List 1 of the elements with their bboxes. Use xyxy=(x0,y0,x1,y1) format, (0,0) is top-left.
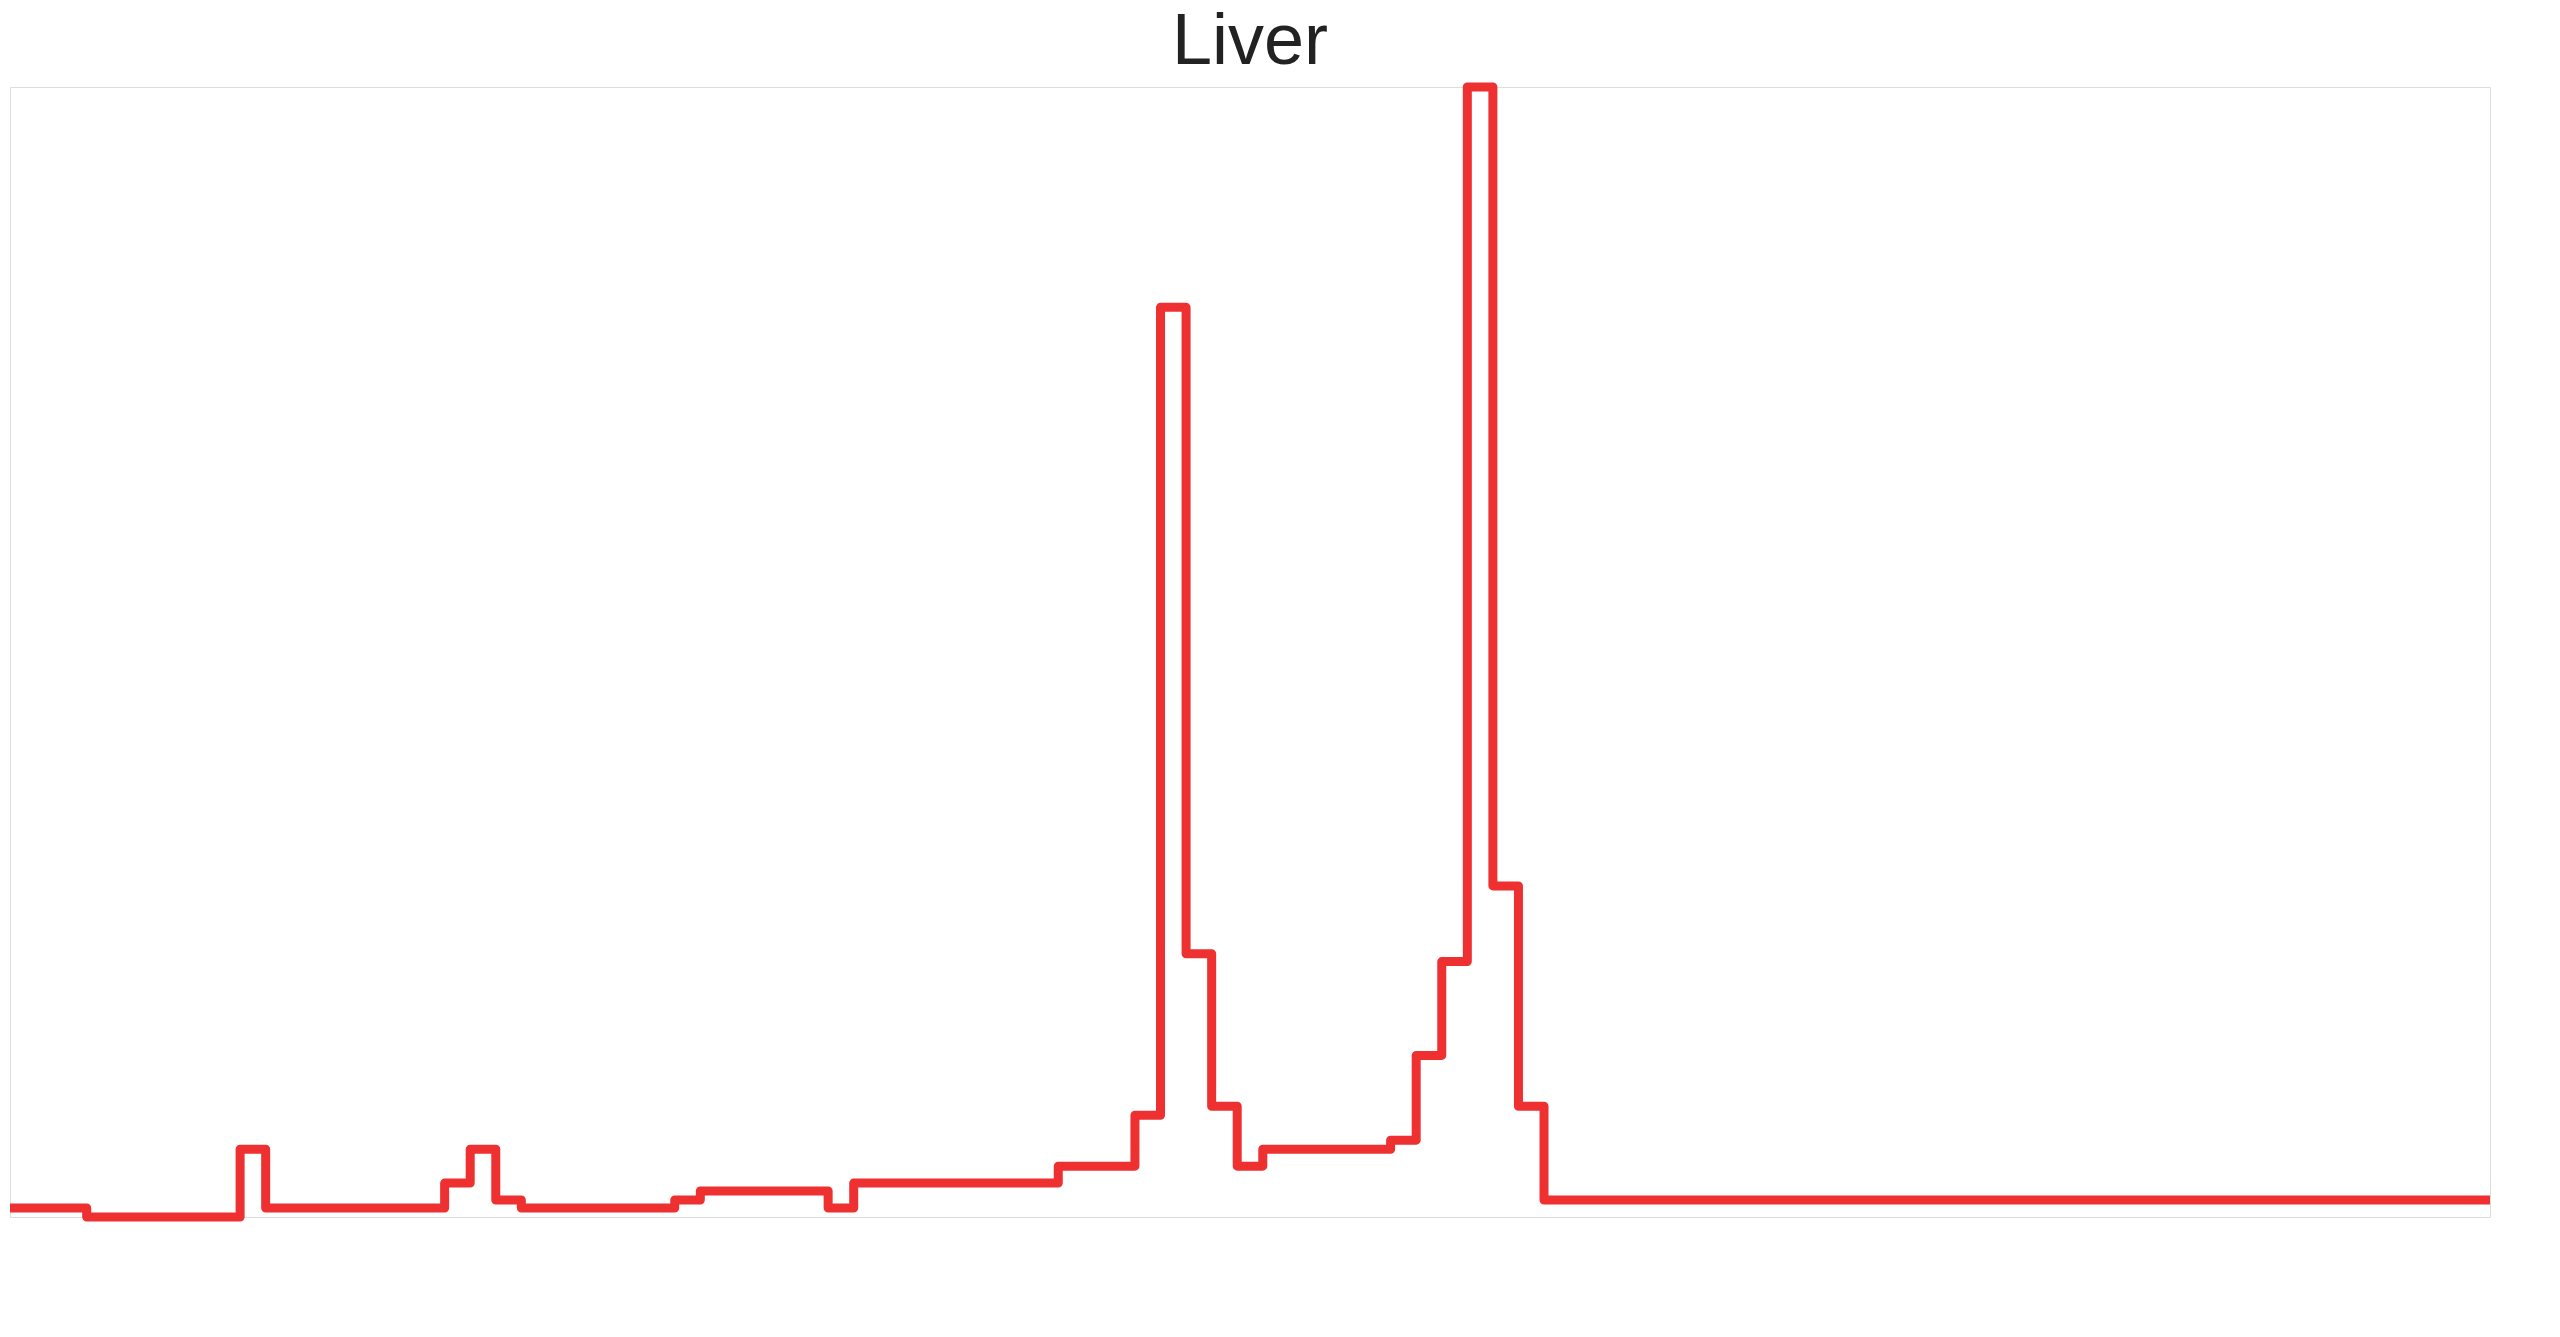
chart-title: Liver xyxy=(1171,0,1329,79)
